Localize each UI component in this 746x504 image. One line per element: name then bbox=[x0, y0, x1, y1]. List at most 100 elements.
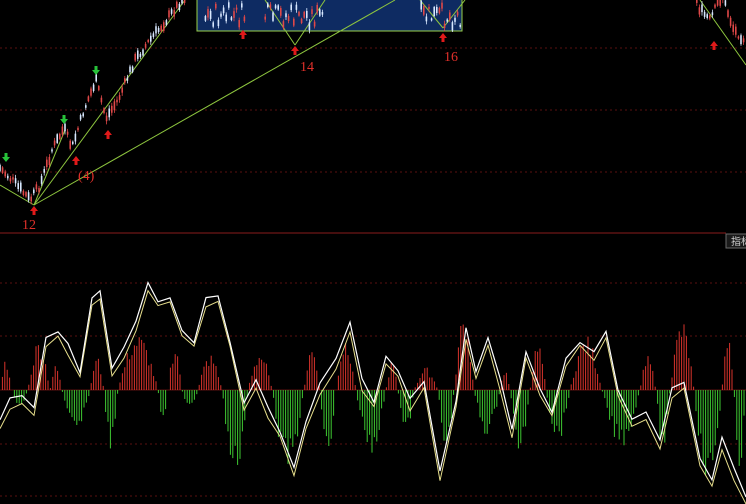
candle-body bbox=[168, 10, 170, 18]
candle-body bbox=[433, 6, 435, 16]
candle-body bbox=[295, 4, 298, 10]
red-up-arrow-icon bbox=[710, 41, 718, 50]
wave-label-14: 14 bbox=[300, 60, 314, 75]
candle-body bbox=[425, 16, 428, 22]
candle-body bbox=[139, 53, 142, 58]
candle-body bbox=[118, 95, 121, 100]
candle-body bbox=[183, 0, 186, 3]
indicator-panel-grid bbox=[0, 282, 746, 497]
candle-body bbox=[85, 105, 87, 108]
candle-body bbox=[207, 9, 209, 18]
candle-body bbox=[274, 5, 277, 9]
candle-body bbox=[46, 159, 48, 168]
candle-body bbox=[272, 12, 274, 21]
candle-body bbox=[233, 11, 235, 18]
candle-body bbox=[696, 0, 698, 3]
candle-body bbox=[35, 184, 38, 190]
candle-body bbox=[311, 9, 313, 14]
indicator-signal-line bbox=[0, 289, 746, 504]
candle-body bbox=[155, 26, 157, 34]
candle-body bbox=[7, 175, 9, 179]
candle-body bbox=[420, 0, 422, 10]
candle-body bbox=[40, 175, 43, 184]
signal-arrows bbox=[2, 30, 718, 215]
candle-body bbox=[103, 108, 105, 114]
candle-body bbox=[430, 18, 433, 21]
candle-body bbox=[719, 0, 721, 6]
candle-body bbox=[77, 127, 79, 131]
candle-body bbox=[95, 73, 97, 82]
candle-body bbox=[212, 22, 214, 27]
candle-body bbox=[449, 12, 451, 20]
candle-body bbox=[170, 9, 173, 14]
candle-body bbox=[238, 20, 240, 28]
candle-body bbox=[436, 7, 438, 13]
candle-body bbox=[230, 17, 233, 20]
candle-body bbox=[235, 7, 238, 10]
candle-body bbox=[727, 10, 729, 17]
candle-body bbox=[98, 86, 100, 91]
candle-body bbox=[298, 11, 300, 16]
candle-body bbox=[27, 192, 30, 201]
candle-body bbox=[217, 19, 220, 27]
candle-body bbox=[228, 2, 230, 8]
candle-body bbox=[9, 178, 12, 182]
red-up-arrow-icon bbox=[104, 130, 112, 139]
candle-body bbox=[300, 18, 303, 24]
candle-body bbox=[82, 113, 84, 117]
candle-body bbox=[4, 171, 6, 177]
candle-body bbox=[100, 97, 103, 103]
red-up-arrow-icon bbox=[439, 33, 447, 42]
price-panel-grid bbox=[0, 47, 746, 173]
candle-body bbox=[43, 169, 45, 173]
candle-body bbox=[241, 3, 243, 8]
candle-body bbox=[134, 53, 136, 61]
candle-body bbox=[714, 4, 716, 8]
candle-body bbox=[729, 17, 732, 26]
candle-body bbox=[25, 192, 27, 197]
candle-body bbox=[277, 5, 279, 10]
indicator-tab[interactable]: 指标 bbox=[725, 233, 746, 249]
candle-body bbox=[64, 123, 66, 132]
candle-body bbox=[147, 39, 149, 43]
candle-body bbox=[269, 4, 272, 9]
indicator-tab-label: 指标 bbox=[731, 235, 746, 248]
green-down-arrow-icon bbox=[60, 115, 68, 124]
candle-body bbox=[282, 21, 285, 28]
candle-body bbox=[428, 6, 430, 9]
candle-body bbox=[1, 167, 4, 173]
candle-body bbox=[59, 133, 61, 139]
candle-body bbox=[290, 4, 292, 11]
candle-body bbox=[220, 13, 222, 17]
red-up-arrow-icon bbox=[30, 206, 38, 215]
candle-body bbox=[264, 16, 266, 20]
candle-body bbox=[438, 7, 441, 14]
candle-body bbox=[48, 156, 51, 166]
wave-label-16: 16 bbox=[444, 50, 458, 65]
green-down-arrow-icon bbox=[92, 66, 100, 75]
candle-body bbox=[724, 0, 727, 6]
candle-body bbox=[459, 24, 461, 27]
candle-body bbox=[204, 16, 207, 21]
candle-body bbox=[441, 2, 443, 9]
candle-body bbox=[711, 12, 714, 16]
candle-body bbox=[53, 140, 56, 146]
candle-body bbox=[316, 4, 318, 13]
candle-body bbox=[742, 38, 745, 43]
candle-body bbox=[321, 12, 324, 15]
candle-body bbox=[92, 84, 95, 91]
wave-label-12: 12 bbox=[22, 218, 36, 233]
candle-body bbox=[456, 11, 459, 16]
candle-body bbox=[446, 19, 448, 22]
candle-body bbox=[111, 105, 113, 113]
candle-body bbox=[178, 3, 181, 11]
candle-body bbox=[287, 16, 290, 22]
candle-body bbox=[454, 17, 456, 22]
candle-body bbox=[72, 141, 74, 144]
candle-body bbox=[163, 22, 165, 31]
candle-body bbox=[69, 140, 71, 149]
candle-body bbox=[121, 87, 123, 93]
candle-body bbox=[303, 11, 305, 18]
candle-body bbox=[313, 21, 316, 27]
